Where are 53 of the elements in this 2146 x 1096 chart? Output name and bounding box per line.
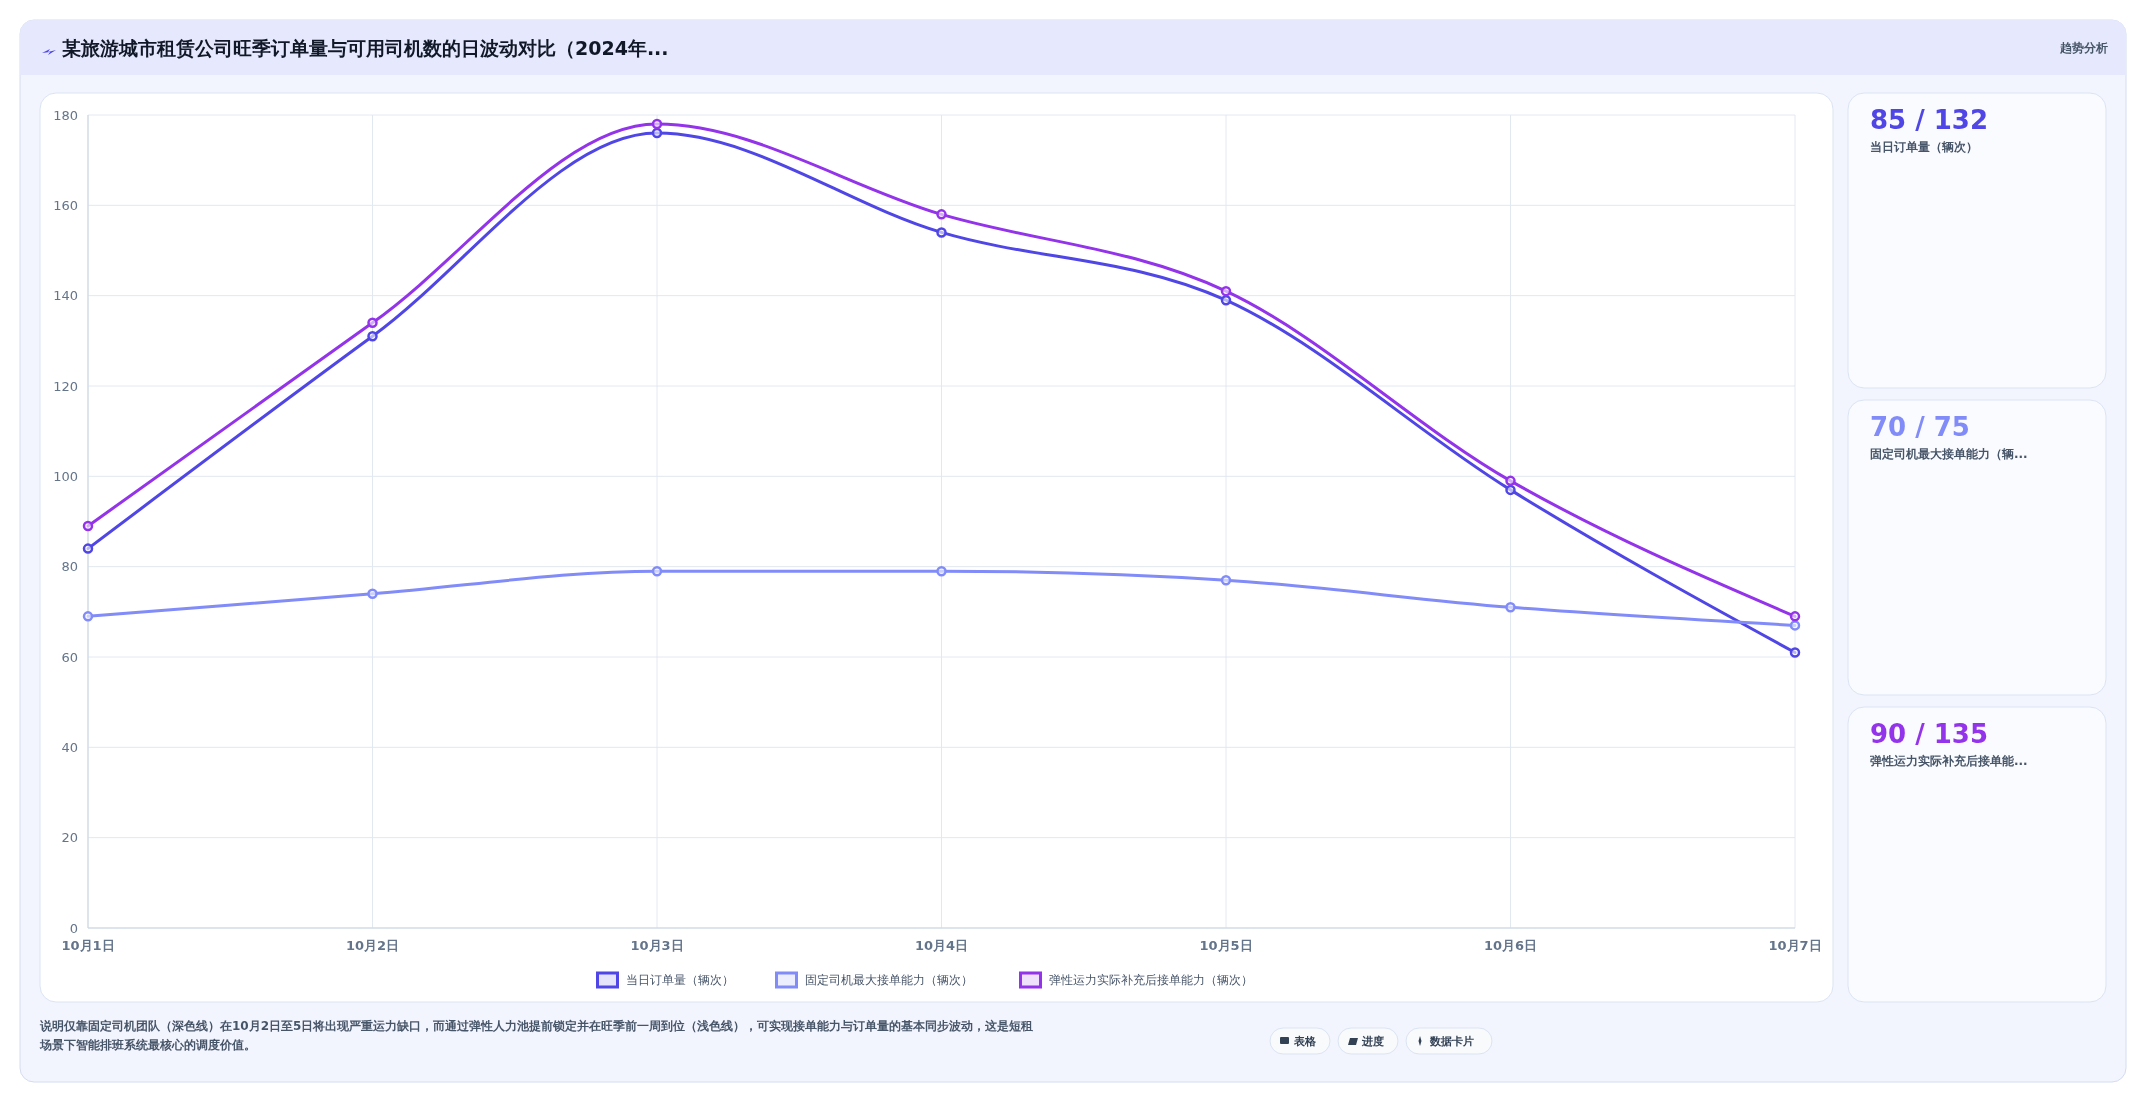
text: 固定司机最大接单能力（辆...: [1870, 447, 2028, 461]
point: [1220, 294, 1232, 306]
x-tick-label: 10月6日: [1483, 938, 1538, 953]
legend-label: 固定司机最大接单能力（辆次）: [804, 973, 973, 988]
point: [936, 565, 947, 577]
y-tick-label: 20: [61, 830, 78, 846]
text: 70 / 75: [1870, 412, 1970, 442]
point: [1789, 647, 1801, 658]
legend-label: 弹性运力实际补充后接单能力（辆次）: [1048, 973, 1253, 988]
x-tick-label: 10月4日: [914, 938, 969, 953]
y-tick-label: 160: [53, 197, 78, 213]
point: [367, 331, 378, 342]
text: 85 / 132: [1870, 105, 1989, 135]
point: [936, 227, 947, 238]
point: [1505, 602, 1516, 613]
y-tick-label: 40: [61, 739, 78, 755]
text: 90 / 135: [1870, 719, 1989, 749]
point: [82, 543, 94, 554]
text: 数据卡片: [1429, 1034, 1474, 1048]
y-tick-label: 60: [61, 649, 78, 665]
y-tick-label: 100: [53, 468, 78, 484]
x-tick-label: 10月1日: [61, 938, 115, 953]
y-tick-label: 180: [53, 107, 78, 123]
point: [1220, 574, 1232, 586]
text: 弹性运力实际补充后接单能...: [1870, 754, 2028, 768]
text: 进度: [1361, 1034, 1384, 1048]
y-tick-label: 80: [61, 559, 78, 575]
point: [1789, 611, 1801, 622]
text: 表格: [1293, 1034, 1317, 1048]
point: [82, 611, 94, 622]
point: [1505, 484, 1516, 496]
text: 说明仅靠固定司机团队（深色线）在10月2日至5日将出现严重运力缺口，而通过弹性人力池提前锁定并在旺季前一周到位（浅色线），可实现接单能力与订单量的基本同步波动，这是短租场景下智能排班系统最核心的调度价值。: [39, 1019, 1034, 1052]
x-tick-label: 10月7日: [1768, 938, 1822, 953]
point: [651, 127, 663, 139]
chart-title: 某旅游城市租赁公司旺季订单量与可用司机数的日波动对比（2024年...: [62, 37, 669, 59]
point: [651, 565, 663, 577]
point: [82, 520, 94, 532]
y-tick-label: 0: [69, 920, 78, 936]
point: [936, 209, 947, 220]
point: [1789, 620, 1801, 631]
legend-label: 当日订单量（辆次）: [625, 973, 734, 988]
x-tick-label: 10月5日: [1199, 938, 1253, 953]
point: [367, 588, 378, 600]
y-tick-label: 120: [53, 378, 78, 394]
point: [367, 317, 378, 329]
point: [1505, 475, 1516, 487]
text: 趋势分析: [2059, 41, 2108, 55]
x-tick-label: 10月3日: [630, 938, 684, 953]
text: 当日订单量（辆次）: [1870, 140, 1978, 154]
x-tick-label: 10月2日: [345, 938, 400, 953]
y-tick-label: 140: [53, 288, 78, 304]
point: [1220, 285, 1232, 297]
point: [651, 118, 663, 130]
